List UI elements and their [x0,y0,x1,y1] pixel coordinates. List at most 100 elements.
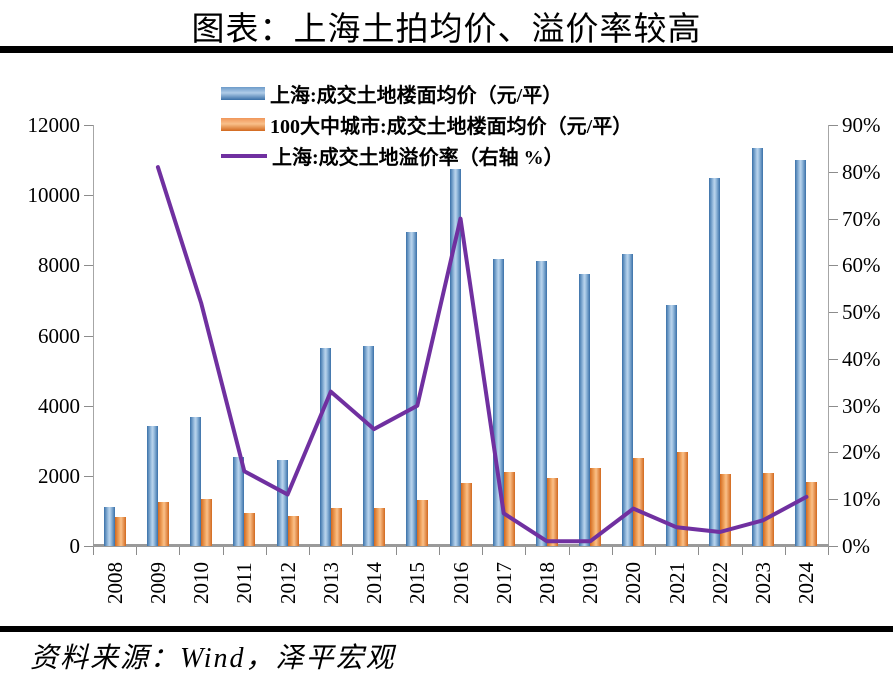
x-axis-tick [525,547,527,555]
bar-shanghai-2009 [146,425,158,546]
x-axis-label-2009: 2009 [145,562,170,604]
bar-100city-2013 [330,508,342,546]
bar-shanghai-2019 [579,273,591,546]
legend-label: 100大中城市:成交土地楼面均价（元/平） [270,116,633,138]
bar-shanghai-2021 [665,305,677,546]
y-axis-tick-left [84,405,93,407]
x-axis-tick [179,547,181,555]
y-axis-tick-right [829,312,838,314]
left-axis-line [93,125,94,546]
chart-title: 图表：上海土拍均价、溢价率较高 [191,12,702,48]
y-axis-tick-right [829,358,838,360]
bar-100city-2008 [114,516,126,546]
y-axis-label-left: 12000 [27,113,81,137]
x-axis-label-2014: 2014 [362,562,387,604]
y-axis-label-right: 60% [842,253,881,278]
x-axis-tick [482,547,484,555]
y-axis-tick-left [84,475,93,477]
x-axis-label-2015: 2015 [405,562,430,604]
bar-100city-2024 [806,482,818,546]
bar-100city-2012 [287,515,299,546]
bar-shanghai-2010 [190,416,202,546]
x-axis-label-2008: 2008 [102,562,127,604]
source-note: 资料来源：Wind，泽平宏观 [30,643,396,674]
y-axis-tick-right [829,125,838,126]
bar-shanghai-2017 [492,259,504,546]
bar-100city-2023 [763,473,775,546]
bottom-divider [0,626,893,632]
y-axis-tick-right [829,405,838,407]
x-axis-label-2018: 2018 [534,562,559,604]
x-axis-tick [655,547,657,555]
y-axis-tick-left [84,195,93,197]
y-axis-label-right: 40% [842,346,881,371]
y-axis-label-left: 6000 [38,323,80,348]
x-axis-tick [136,547,138,555]
bar-shanghai-2022 [708,177,720,546]
x-axis-label-2019: 2019 [578,562,603,604]
legend-bar-swatch [221,118,265,131]
y-axis-tick-right [829,499,838,501]
bar-shanghai-2012 [276,459,288,546]
x-axis-label-2024: 2024 [794,562,819,604]
bar-100city-2020 [633,458,645,546]
y-axis-tick-right [829,546,838,547]
chart-legend: 上海:成交土地楼面均价（元/平） 100大中城市:成交土地楼面均价（元/平） 上海:… [221,78,632,171]
y-axis-label-left: 2000 [38,463,80,488]
x-axis-tick [93,547,94,555]
y-axis-tick-right [829,171,838,173]
bar-100city-2011 [244,513,256,546]
bar-shanghai-2020 [622,254,634,546]
y-axis-label-right: 10% [842,487,881,512]
x-axis-label-2010: 2010 [189,562,214,604]
y-axis-tick-left [84,335,93,337]
bar-100city-2015 [417,500,429,546]
legend-bar-swatch [221,87,265,100]
y-axis-tick-left [84,546,93,547]
y-axis-label-right: 20% [842,440,881,465]
x-axis-tick [438,547,440,555]
y-axis-tick-right [829,452,838,454]
y-axis-tick-left [84,265,93,267]
x-axis-tick [352,547,354,555]
x-axis-tick [698,547,700,555]
x-axis-label-2011: 2011 [232,562,257,604]
y-axis-tick-right [829,218,838,220]
x-axis-tick [395,547,397,555]
bar-100city-2022 [719,474,731,546]
x-axis-tick [222,547,224,555]
y-axis-tick-left [84,125,93,126]
bar-shanghai-2016 [449,169,461,546]
x-axis-tick [611,547,613,555]
legend-label: 上海:成交土地溢价率（右轴 %） [272,147,564,169]
legend-item-0: 上海:成交土地楼面均价（元/平） [221,78,632,109]
x-axis-label-2016: 2016 [448,562,473,604]
y-axis-label-right: 50% [842,300,881,325]
y-axis-label-left: 4000 [38,393,80,418]
y-axis-label-left: 0 [69,534,81,558]
x-axis-tick [828,547,829,555]
legend-item-2: 上海:成交土地溢价率（右轴 %） [221,140,632,171]
bar-100city-2019 [590,468,602,546]
y-axis-label-right: 80% [842,159,881,184]
bar-100city-2016 [460,483,472,546]
legend-label: 上海:成交土地楼面均价（元/平） [270,85,563,107]
y-axis-label-right: 70% [842,206,881,231]
x-axis-label-2020: 2020 [621,562,646,604]
right-axis-line [828,125,829,546]
y-axis-label-left: 8000 [38,253,80,278]
legend-line-swatch [221,153,267,158]
y-axis-label-right: 0% [842,534,870,558]
legend-item-1: 100大中城市:成交土地楼面均价（元/平） [221,109,632,140]
x-axis-tick [265,547,267,555]
bar-shanghai-2015 [406,231,418,546]
y-axis-label-right: 30% [842,393,881,418]
x-axis-tick [309,547,311,555]
x-axis-tick [741,547,743,555]
bar-shanghai-2023 [752,148,764,546]
x-axis-tick [568,547,570,555]
bar-100city-2014 [374,508,386,546]
bar-shanghai-2024 [795,159,807,546]
x-axis-label-2023: 2023 [751,562,776,604]
